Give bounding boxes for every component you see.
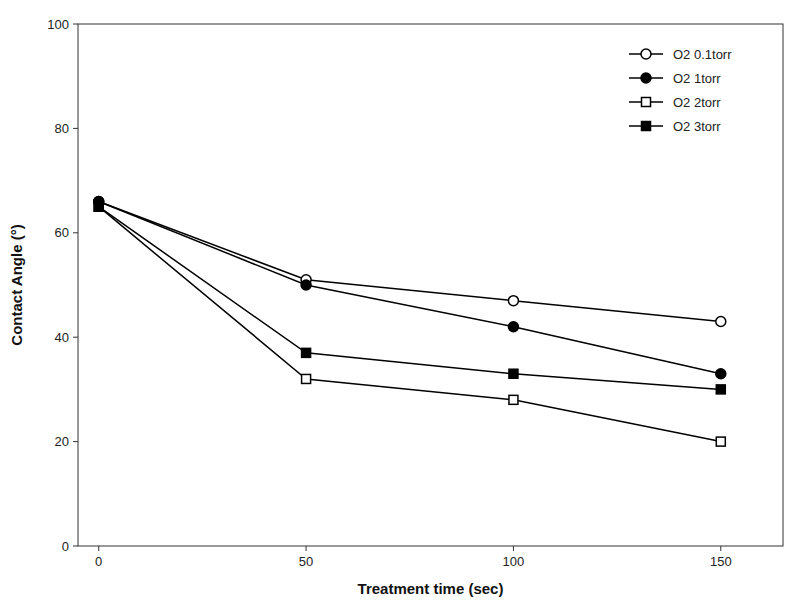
x-tick [98,546,99,551]
chart: 0 50 100 150 0 20 40 60 80 100 Treatment time (sec… [0,0,807,612]
y-tick-label: 100 [47,17,69,32]
series-line [99,201,721,321]
point [94,202,103,211]
point [509,395,518,404]
x-tick [306,546,307,551]
y-tick-label: 40 [55,330,69,345]
x-tick-label: 50 [299,554,313,569]
point [716,317,726,327]
series-line [99,207,721,390]
x-tick [720,546,721,551]
x-tick-label: 0 [95,554,102,569]
point [302,374,311,383]
x-tick [513,546,514,551]
y-tick [73,128,78,129]
y-axis-label: Contact Angle (°) [8,224,25,345]
point [716,369,726,379]
legend-marker [642,122,651,131]
y-tick-label: 20 [55,434,69,449]
y-tick-label: 0 [62,539,69,554]
legend-marker [642,98,651,107]
point [508,296,518,306]
legend-label: O2 2torr [673,95,721,110]
legend-label: O2 1torr [673,71,721,86]
y-tick-label: 80 [55,121,69,136]
legend: O2 0.1torr O2 1torr O2 2torr O2 3torr [629,47,732,134]
x-axis-label: Treatment time (sec) [358,580,504,597]
point [716,437,725,446]
point [301,280,311,290]
legend-label: O2 3torr [673,119,721,134]
x-tick-label: 150 [710,554,732,569]
series-line [99,207,721,442]
plot-frame [78,24,783,546]
point [302,348,311,357]
point [716,385,725,394]
point [94,202,103,211]
data-group [94,196,726,446]
point [509,369,518,378]
legend-label: O2 0.1torr [673,47,732,62]
legend-marker [641,49,651,59]
series-line [99,201,721,373]
x-tick-label: 100 [503,554,525,569]
y-tick [73,24,78,25]
y-tick [73,546,78,547]
y-tick-label: 60 [55,225,69,240]
y-tick [73,337,78,338]
point [508,322,518,332]
legend-marker [641,73,651,83]
y-tick [73,441,78,442]
y-tick [73,232,78,233]
